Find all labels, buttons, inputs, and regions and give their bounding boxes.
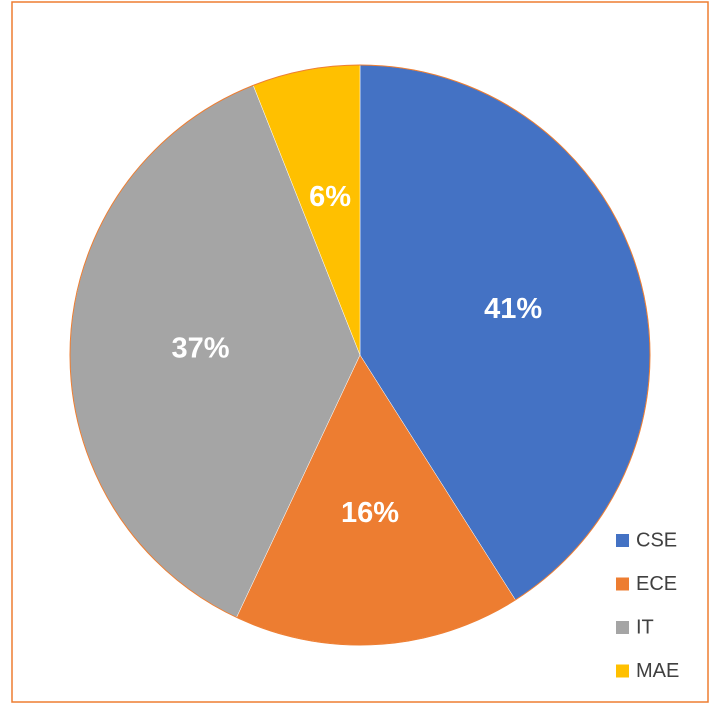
data-label: 41% bbox=[484, 293, 542, 325]
legend-label: CSE bbox=[636, 529, 677, 551]
legend-swatch bbox=[616, 577, 629, 591]
legend-swatch bbox=[616, 664, 629, 678]
data-label: 37% bbox=[172, 333, 230, 365]
legend-swatch bbox=[616, 621, 629, 634]
pie-outline bbox=[69, 64, 651, 646]
data-label: 16% bbox=[341, 497, 399, 529]
legend-label: IT bbox=[636, 616, 654, 638]
legend-label: MAE bbox=[636, 660, 679, 682]
data-label: 6% bbox=[309, 181, 351, 213]
legend-label: ECE bbox=[636, 573, 677, 595]
legend-swatch bbox=[616, 534, 629, 547]
